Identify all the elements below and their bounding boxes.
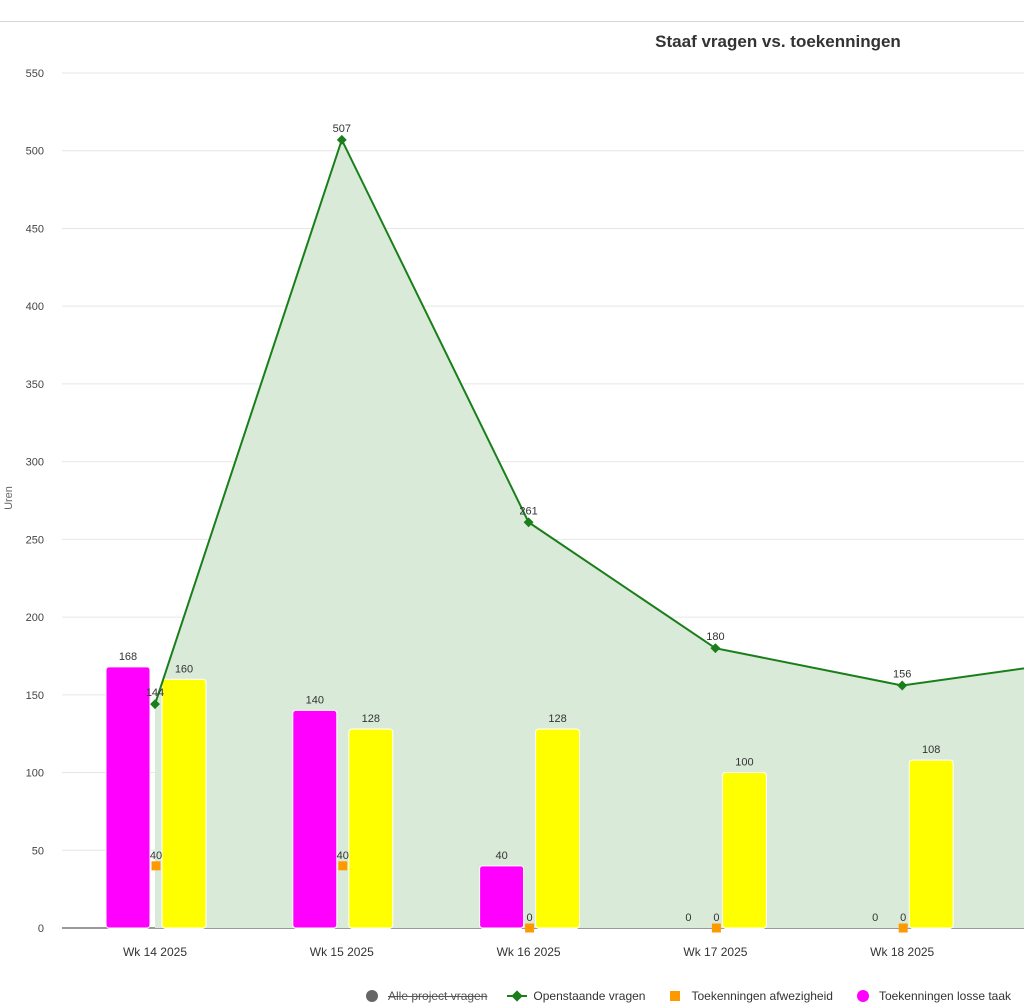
data-label-openstaande: 144 xyxy=(146,687,164,699)
y-tick-label: 250 xyxy=(26,534,44,546)
y-tick-label: 100 xyxy=(26,768,44,780)
bar-yellow-series xyxy=(721,772,767,929)
y-tick-label: 150 xyxy=(26,690,44,702)
line-diamond-icon xyxy=(505,989,529,1003)
data-label-openstaande: 180 xyxy=(706,631,724,643)
data-label-losse-taak: 0 xyxy=(685,912,691,924)
x-tick-label: Wk 14 2025 xyxy=(123,945,187,959)
y-tick-label: 200 xyxy=(26,612,44,624)
data-label-afwezigheid: 40 xyxy=(337,850,349,862)
legend-label: Toekenningen afwezigheid xyxy=(691,989,833,1003)
data-label-openstaande: 507 xyxy=(333,123,351,135)
y-tick-label: 550 xyxy=(26,68,44,80)
legend-item-openstaande-vragen[interactable]: Openstaande vragen xyxy=(505,989,645,1003)
marker-toekenningen-afwezigheid xyxy=(711,923,721,933)
marker-toekenningen-afwezigheid xyxy=(338,861,348,871)
marker-toekenningen-afwezigheid xyxy=(525,923,535,933)
data-label-losse-taak: 140 xyxy=(306,694,324,706)
square-icon xyxy=(663,989,687,1003)
data-label-openstaande: 261 xyxy=(519,505,537,517)
line-layer xyxy=(150,134,1024,710)
open-requests-line xyxy=(154,137,1024,705)
data-label-yellow: 100 xyxy=(735,757,753,769)
data-label-yellow: 108 xyxy=(922,744,940,756)
bar-yellow-series xyxy=(908,759,954,929)
data-label-yellow: 128 xyxy=(362,713,380,725)
area-layer xyxy=(155,139,1024,928)
circle-icon xyxy=(360,989,384,1003)
bar-yellow-series xyxy=(161,678,207,929)
legend-item-alle-project-vragen[interactable]: Alle project vragen xyxy=(360,989,487,1003)
bar-toekenningen-losse-taak xyxy=(105,666,151,929)
bar-layer xyxy=(105,666,954,933)
bar-yellow-series xyxy=(348,728,394,929)
data-label-afwezigheid: 40 xyxy=(150,850,162,862)
open-requests-point xyxy=(523,517,534,528)
legend: Alle project vragen Openstaande vragen T… xyxy=(360,986,1024,1006)
marker-toekenningen-afwezigheid xyxy=(151,861,161,871)
open-requests-area xyxy=(155,139,1024,928)
legend-label: Toekenningen losse taak xyxy=(878,989,1012,1003)
bar-toekenningen-losse-taak xyxy=(479,865,525,929)
y-axis-title: Uren xyxy=(3,486,15,510)
chart-title: Staaf vragen vs. toekenningen xyxy=(655,32,901,51)
x-tick-label: Wk 15 2025 xyxy=(310,945,374,959)
data-label-openstaande: 156 xyxy=(893,668,911,680)
data-label-afwezigheid: 0 xyxy=(900,912,906,924)
y-tick-label: 450 xyxy=(26,223,44,235)
y-tick-label: 500 xyxy=(26,146,44,158)
data-label-losse-taak: 40 xyxy=(495,850,507,862)
data-label-afwezigheid: 0 xyxy=(527,912,533,924)
legend-item-toekenningen-afwezigheid[interactable]: Toekenningen afwezigheid xyxy=(663,989,833,1003)
legend-label: Openstaande vragen xyxy=(533,989,646,1003)
chart: 050100150200250300350400450500550168160W… xyxy=(3,32,1024,959)
y-tick-label: 400 xyxy=(26,301,44,313)
data-label-yellow: 128 xyxy=(548,713,566,725)
marker-toekenningen-afwezigheid xyxy=(898,923,908,933)
x-tick-label: Wk 18 2025 xyxy=(870,945,934,959)
data-label-yellow: 160 xyxy=(175,663,193,675)
open-requests-point xyxy=(897,680,908,691)
data-label-afwezigheid: 0 xyxy=(713,912,719,924)
x-tick-label: Wk 17 2025 xyxy=(683,945,747,959)
x-tick-label: Wk 16 2025 xyxy=(497,945,561,959)
y-tick-label: 50 xyxy=(32,845,44,857)
open-requests-point xyxy=(710,643,721,654)
y-tick-label: 300 xyxy=(26,457,44,469)
legend-label: Alle project vragen xyxy=(388,989,488,1003)
circle-icon xyxy=(851,989,875,1003)
open-requests-point xyxy=(150,699,160,710)
legend-item-toekenningen-losse-taak[interactable]: Toekenningen losse taak xyxy=(851,989,1011,1003)
data-label-losse-taak: 168 xyxy=(119,651,137,663)
bar-yellow-series xyxy=(535,728,581,929)
bar-toekenningen-losse-taak xyxy=(292,709,338,929)
open-requests-point xyxy=(336,134,347,145)
y-tick-label: 350 xyxy=(26,379,44,391)
y-tick-label: 0 xyxy=(38,923,44,935)
data-label-losse-taak: 0 xyxy=(872,912,878,924)
label-layer: 050100150200250300350400450500550168160W… xyxy=(26,68,941,959)
top-divider xyxy=(0,21,1024,22)
